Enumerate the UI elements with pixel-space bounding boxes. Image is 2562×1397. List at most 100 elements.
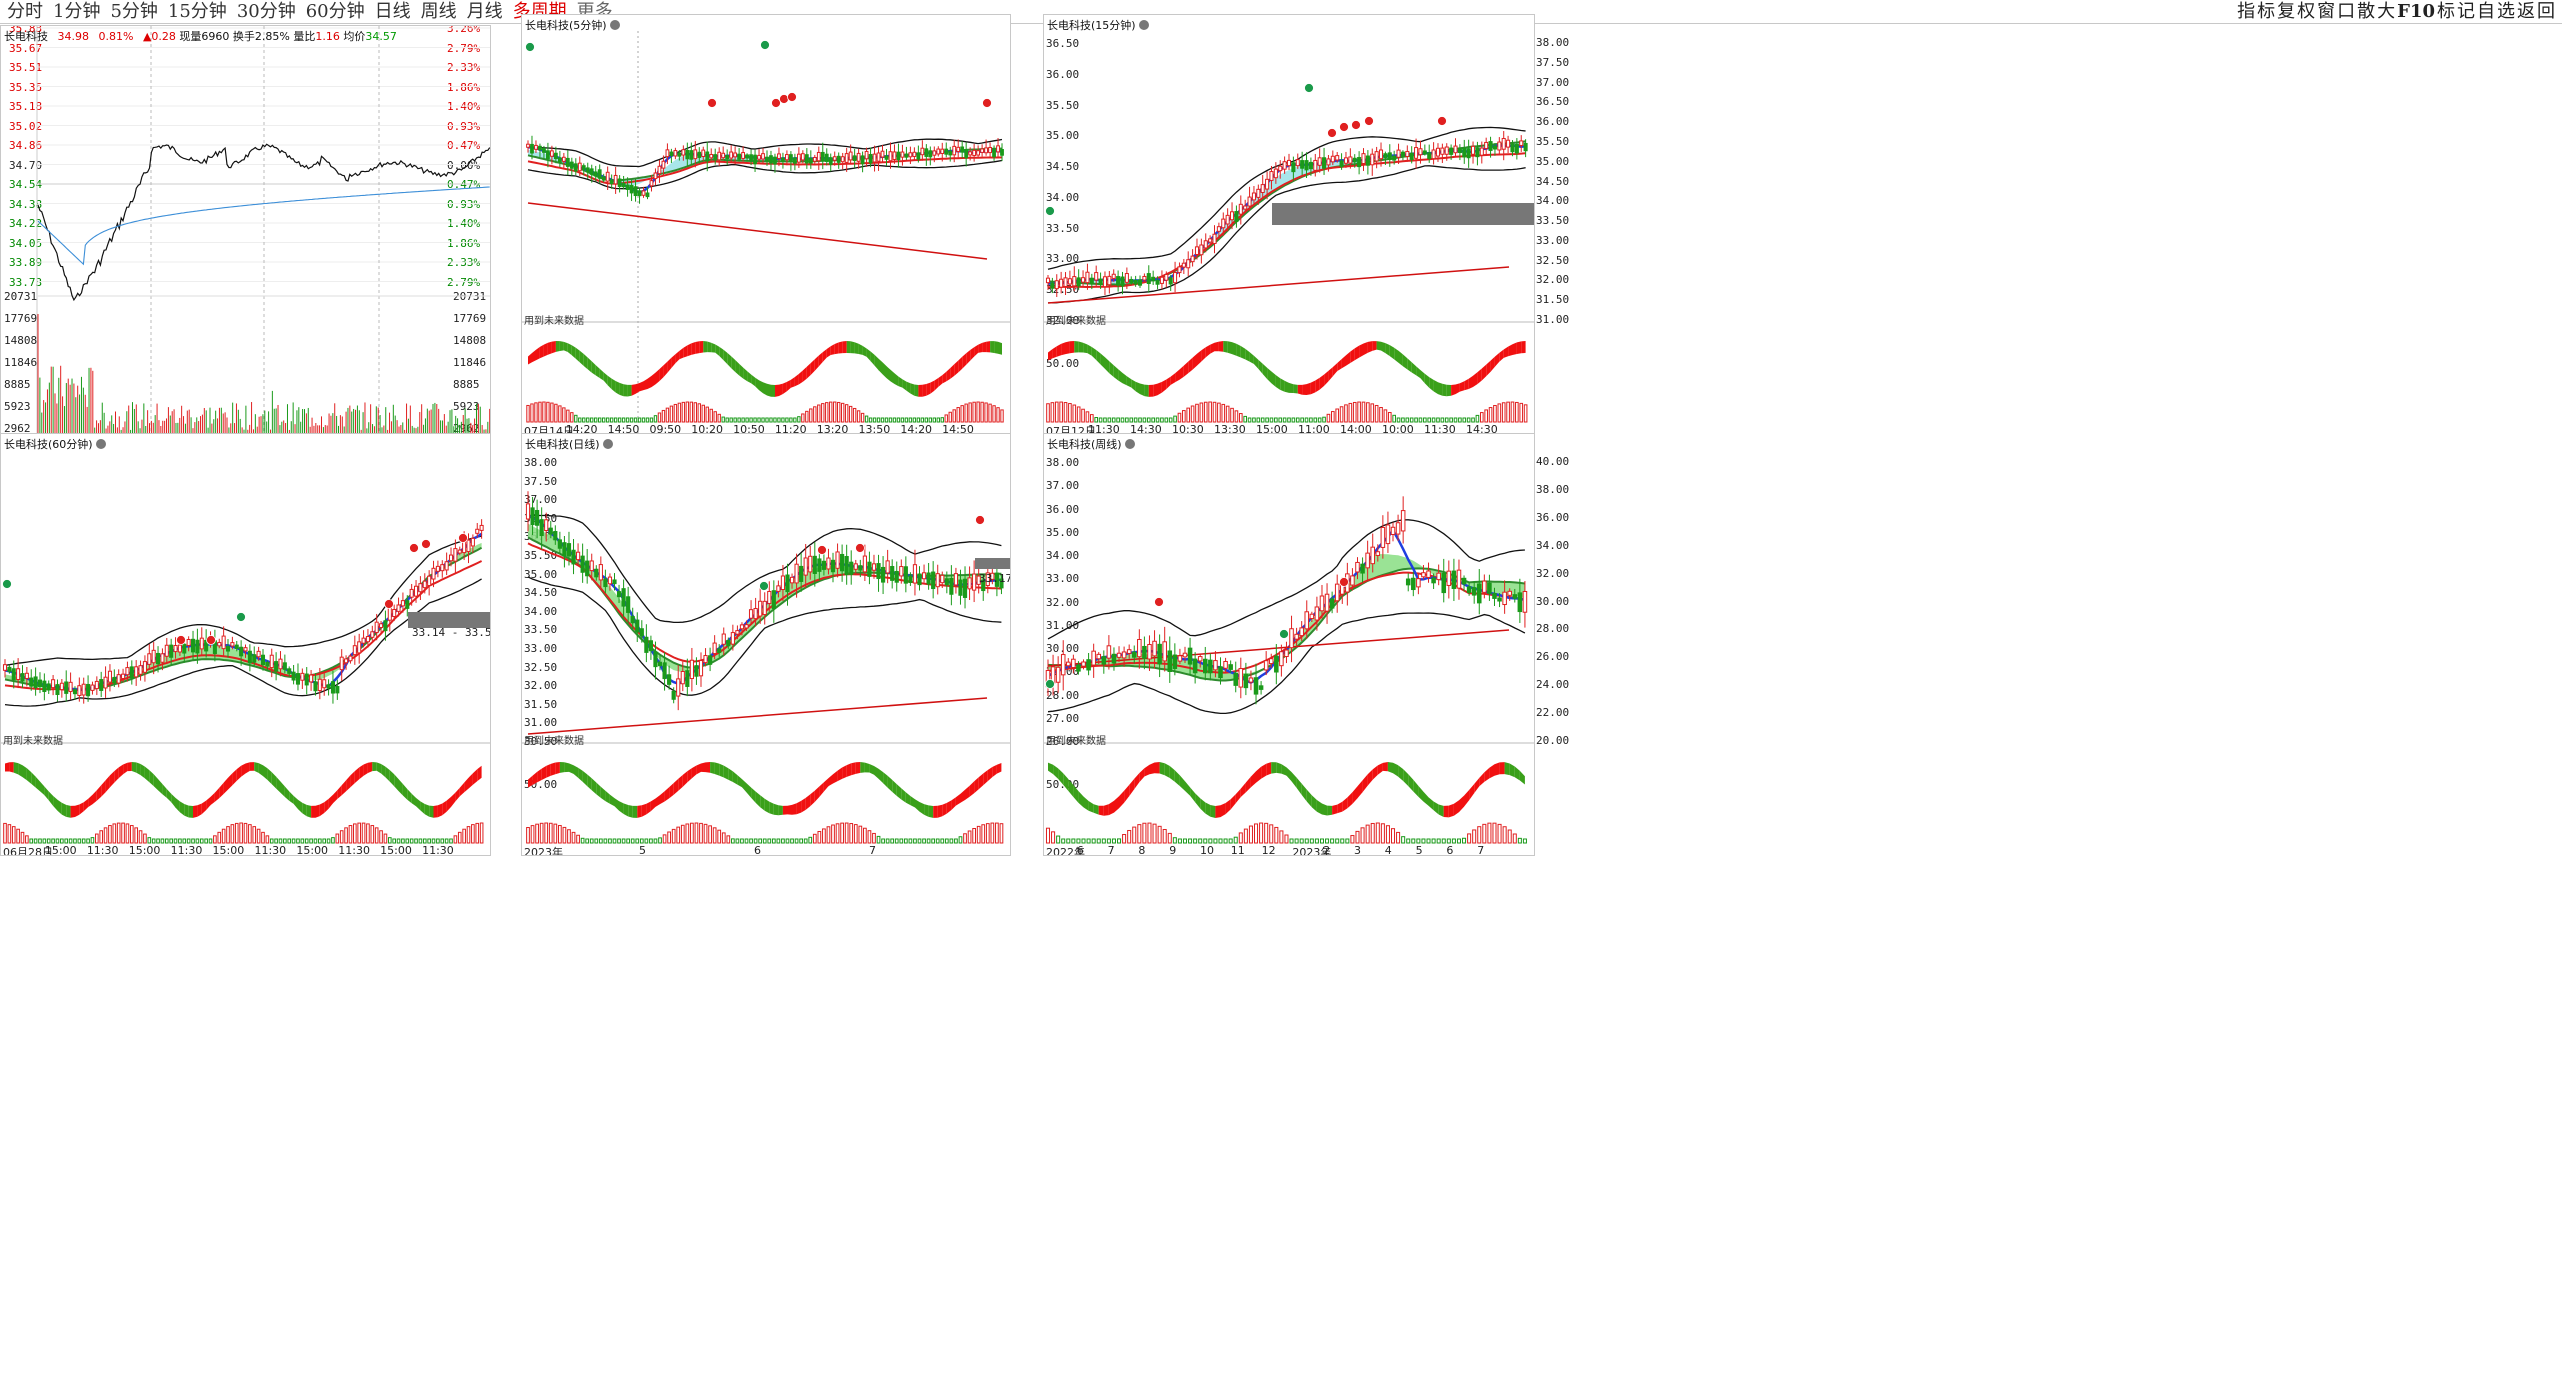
candle-body	[781, 157, 785, 162]
gear-icon[interactable]	[602, 439, 613, 449]
candle-body	[142, 661, 147, 673]
osc-bar	[1199, 402, 1204, 423]
osc-band	[1205, 802, 1211, 817]
osc-band	[922, 384, 927, 397]
osc-bar	[729, 417, 733, 423]
osc-bar	[589, 838, 594, 844]
chart-15min[interactable]	[1044, 15, 1535, 435]
osc-bar	[431, 838, 436, 844]
chart-60min[interactable]	[1, 434, 491, 856]
candle-body	[721, 152, 726, 159]
price-tick-right: 37.50	[1536, 55, 1570, 69]
osc-band	[878, 768, 884, 784]
osc-bar	[903, 838, 908, 844]
osc-bar	[1523, 404, 1528, 423]
osc-bar	[256, 828, 261, 844]
tool-9[interactable]: 标	[2437, 1, 2455, 22]
zone-label: 33.14 - 33.57	[412, 626, 491, 639]
candle-body	[470, 537, 475, 547]
osc-band	[755, 377, 759, 391]
right-tools: 指标复权窗口散大 F10 标记自选返回	[2236, 0, 2556, 24]
candle-body	[1089, 277, 1094, 284]
intraday-chart[interactable]	[1, 26, 491, 435]
candle-body	[42, 680, 47, 693]
tool-1[interactable]: 标	[2257, 1, 2276, 22]
candle-body	[935, 573, 940, 588]
chart-5min[interactable]	[522, 15, 1011, 435]
tool-3[interactable]: 权	[2297, 1, 2316, 22]
osc-band	[579, 350, 584, 366]
chart-weekly[interactable]	[1044, 434, 1535, 856]
osc-bar	[1355, 830, 1360, 844]
osc-band	[1048, 762, 1054, 775]
tool-4[interactable]: 窗	[2317, 1, 2336, 22]
candle-body	[808, 157, 813, 164]
candle-body	[1067, 278, 1072, 285]
tab-2[interactable]: 5分钟	[110, 0, 158, 22]
candle-body	[1225, 214, 1230, 225]
osc-bar	[265, 835, 270, 844]
gear-icon[interactable]	[1124, 439, 1135, 449]
osc-band	[915, 799, 920, 812]
tab-3[interactable]: 15分钟	[167, 0, 227, 22]
tool-14[interactable]: 回	[2537, 1, 2555, 22]
osc-bar	[33, 838, 38, 844]
osc-band	[751, 374, 756, 387]
candle-body	[753, 154, 757, 165]
tab-8[interactable]: 月线	[466, 0, 503, 22]
tool-12[interactable]: 选	[2497, 1, 2515, 22]
osc-band	[842, 765, 847, 779]
candle-body	[291, 671, 296, 681]
tool-10[interactable]: 记	[2457, 1, 2475, 22]
price-tick: 35.83	[9, 25, 43, 35]
time-tick: 15:00	[1256, 423, 1288, 435]
tab-7[interactable]: 周线	[420, 0, 457, 22]
tool-6[interactable]: 散	[2357, 1, 2376, 22]
osc-bar	[940, 417, 944, 423]
avg-price-line	[37, 186, 490, 266]
tool-0[interactable]: 指	[2237, 1, 2256, 22]
osc-bar	[576, 834, 580, 844]
osc-band	[1337, 801, 1343, 814]
candle-body	[958, 579, 963, 596]
osc-bar	[1458, 417, 1462, 423]
tab-5[interactable]: 60分钟	[305, 0, 365, 22]
osc-band	[1418, 785, 1424, 802]
candle-body	[1462, 147, 1467, 158]
osc-band	[874, 354, 879, 371]
tool-5[interactable]: 口	[2337, 1, 2356, 22]
osc-band	[926, 382, 931, 396]
candle-body	[726, 639, 731, 647]
osc-bar	[562, 407, 566, 423]
tool-7[interactable]: 大	[2377, 1, 2396, 22]
gear-icon[interactable]	[95, 439, 106, 449]
osc-band	[1394, 347, 1399, 363]
candle-body	[1522, 591, 1528, 613]
candle-body	[1279, 651, 1284, 667]
candle-body	[1221, 218, 1226, 229]
osc-bar	[645, 417, 650, 423]
osc-bar	[1345, 838, 1350, 844]
candle-body	[1111, 653, 1117, 664]
gear-icon[interactable]	[1138, 20, 1149, 30]
osc-band	[647, 375, 652, 389]
gear-icon[interactable]	[609, 20, 620, 30]
tab-1[interactable]: 1分钟	[53, 0, 101, 22]
chart-daily[interactable]	[522, 434, 1011, 856]
tab-4[interactable]: 30分钟	[236, 0, 296, 22]
osc-band	[619, 801, 624, 814]
osc-band	[555, 341, 560, 352]
candle-body	[1512, 594, 1518, 599]
candle-body	[733, 152, 738, 158]
osc-bar	[805, 410, 809, 423]
tab-0[interactable]: 分时	[7, 0, 43, 22]
candle-body	[1414, 147, 1419, 159]
tool-8[interactable]: F10	[2397, 1, 2435, 22]
tab-6[interactable]: 日线	[374, 0, 411, 22]
tool-11[interactable]: 自	[2477, 1, 2495, 22]
tool-13[interactable]: 返	[2517, 1, 2535, 22]
candle-body	[1466, 148, 1471, 159]
osc-band	[372, 762, 377, 772]
osc-bar	[103, 827, 108, 844]
tool-2[interactable]: 复	[2277, 1, 2296, 22]
